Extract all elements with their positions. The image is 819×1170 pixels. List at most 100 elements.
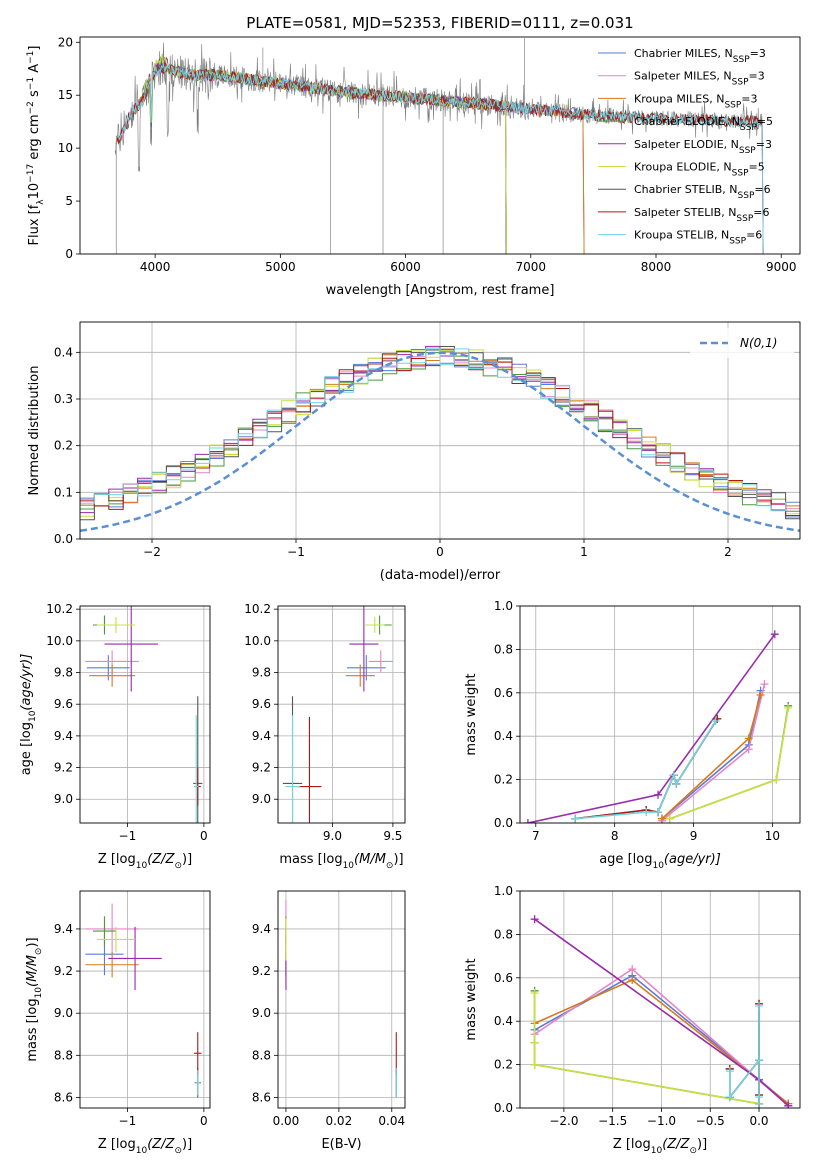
series-marker xyxy=(571,814,580,823)
x-tick-label: −1.5 xyxy=(598,1114,627,1128)
x-axis-label: mass [log10(M/M⊙)] xyxy=(279,852,403,871)
series-line xyxy=(661,690,762,820)
y-tick-label: 0.4 xyxy=(54,345,73,359)
x-tick-label: 9000 xyxy=(766,260,797,274)
series-kroupa-elodie xyxy=(530,988,764,1108)
series-line xyxy=(729,1003,760,1104)
y-tick-label: 9.4 xyxy=(54,922,73,936)
legend-entry: Kroupa ELODIE, NSSP=5 xyxy=(634,161,765,179)
x-tick-label: 5000 xyxy=(265,260,296,274)
series-marker xyxy=(669,771,678,780)
series-marker xyxy=(755,1056,764,1065)
histogram-legend: N(0,1) xyxy=(690,328,794,358)
figure-title: PLATE=0581, MJD=52353, FIBERID=0111, z=0… xyxy=(246,14,633,32)
y-tick-label: 0 xyxy=(65,247,73,261)
axes-frame xyxy=(79,321,801,540)
y-tick-label: 9.8 xyxy=(252,666,271,680)
mass-vs-ebv-panel: 0.00 0.02 0.04 8.6 8.8 9.0 9.2 9.4 E(B-V) xyxy=(252,890,406,1152)
series-chabrier-stelib xyxy=(725,999,764,1108)
legend-entry: Kroupa MILES, NSSP=3 xyxy=(634,92,758,110)
x-tick-label: −1 xyxy=(119,829,137,843)
data-point-salpeter-elodie xyxy=(104,606,158,692)
x-axis-label: Z [log10(Z/Z⊙)] xyxy=(613,1137,707,1156)
x-tick-label: 0 xyxy=(200,1114,208,1128)
y-axis-label: Normed distribution xyxy=(27,366,42,496)
data-point-chabrier-miles xyxy=(346,655,386,681)
y-tick-label: 8.6 xyxy=(54,1090,73,1104)
x-tick-label: 8 xyxy=(611,829,619,843)
y-tick-label: 0.0 xyxy=(54,532,73,546)
series-line xyxy=(527,633,776,823)
x-tick-label: 7 xyxy=(532,829,540,843)
series-marker xyxy=(530,915,539,924)
mass-weight-vs-age-panel: 7 8 9 10 0.0 0.2 0.4 0.6 0.8 1.0 age [log10(age/yr… xyxy=(464,599,801,871)
data-point-kroupa-stelib xyxy=(195,1070,201,1096)
data-point-salpeter-elodie xyxy=(108,926,162,991)
y-tick-label: 9.2 xyxy=(252,761,271,775)
y-tick-label: 8.8 xyxy=(54,1048,73,1062)
series-marker xyxy=(744,734,753,743)
data-point-kroupa-stelib xyxy=(193,715,199,823)
data-point-salpeter-miles xyxy=(85,903,139,955)
series-marker xyxy=(770,630,779,639)
x-axis-label: age [log10(age/yr)] xyxy=(599,852,721,871)
y-axis-label: age [log10(age/yr)] xyxy=(19,654,38,776)
series-chabrier-miles xyxy=(657,686,765,823)
series-kroupa-miles xyxy=(657,690,765,823)
y-tick-label: 1.0 xyxy=(494,884,513,898)
series-marker xyxy=(654,790,663,799)
data-point-kroupa-elodie xyxy=(96,617,136,633)
legend-entry: N(0,1) xyxy=(740,336,777,350)
series-marker xyxy=(756,690,765,699)
y-tick-label: 9.6 xyxy=(54,697,73,711)
x-axis-label: E(B-V) xyxy=(321,1137,361,1152)
y-tick-label: 9.2 xyxy=(54,761,73,775)
data-point-kroupa-miles xyxy=(345,664,375,687)
y-tick-label: 9.4 xyxy=(252,729,271,743)
x-tick-label: 0.0 xyxy=(749,1114,768,1128)
x-axis-label: wavelength [Angstrom, rest frame] xyxy=(326,283,555,298)
series-kroupa-elodie xyxy=(665,703,793,823)
y-tick-label: 10.2 xyxy=(244,602,271,616)
x-tick-label: 0 xyxy=(436,545,444,559)
series-line xyxy=(533,993,760,1105)
histogram-kroupa-stelib xyxy=(80,348,800,539)
age-vs-metallicity-panel: −1 0 9.0 9.2 9.4 9.6 9.8 10.0 10.2 Z [log10(Z/Z⊙)… xyxy=(19,602,211,871)
series-marker xyxy=(744,745,753,754)
x-tick-label: −2.0 xyxy=(549,1114,578,1128)
y-tick-label: 9.8 xyxy=(54,666,73,680)
series-marker xyxy=(725,1093,734,1102)
series-marker xyxy=(772,775,781,784)
y-tick-label: 0.4 xyxy=(494,729,513,743)
series-salpeter-stelib xyxy=(725,999,764,1108)
x-tick-label: 9 xyxy=(690,829,698,843)
y-tick-label: 9.6 xyxy=(252,697,271,711)
x-axis-label: (data-model)/error xyxy=(380,568,501,583)
series-marker xyxy=(530,988,539,997)
series-marker xyxy=(760,680,769,689)
legend-entry: Salpeter ELODIE, NSSP=3 xyxy=(634,138,772,156)
y-tick-label: 0.6 xyxy=(494,971,513,985)
series-marker xyxy=(725,1067,734,1076)
gaussian-curve xyxy=(80,351,800,533)
axes-frame xyxy=(519,605,801,824)
y-tick-label: 0.0 xyxy=(494,1101,513,1115)
x-tick-label: −1 xyxy=(287,545,305,559)
x-tick-label: −1.0 xyxy=(647,1114,676,1128)
y-tick-label: 10 xyxy=(58,141,73,155)
x-tick-label: 4000 xyxy=(140,260,171,274)
series-line xyxy=(729,1003,760,1104)
series-marker xyxy=(711,717,720,726)
y-tick-label: 0.1 xyxy=(54,485,73,499)
series-marker xyxy=(530,1038,539,1047)
x-tick-label: 9.0 xyxy=(323,829,342,843)
series-salpeter-stelib xyxy=(571,714,722,823)
model-spectrum-chabrier-stelib xyxy=(115,62,764,254)
y-tick-label: 10.2 xyxy=(46,602,73,616)
series-marker xyxy=(755,1002,764,1011)
data-point-chabrier-miles xyxy=(86,655,130,681)
y-tick-label: 8.8 xyxy=(252,1048,271,1062)
data-point-kroupa-elodie xyxy=(365,617,385,633)
series-marker xyxy=(628,975,637,984)
y-tick-label: 1.0 xyxy=(494,599,513,613)
